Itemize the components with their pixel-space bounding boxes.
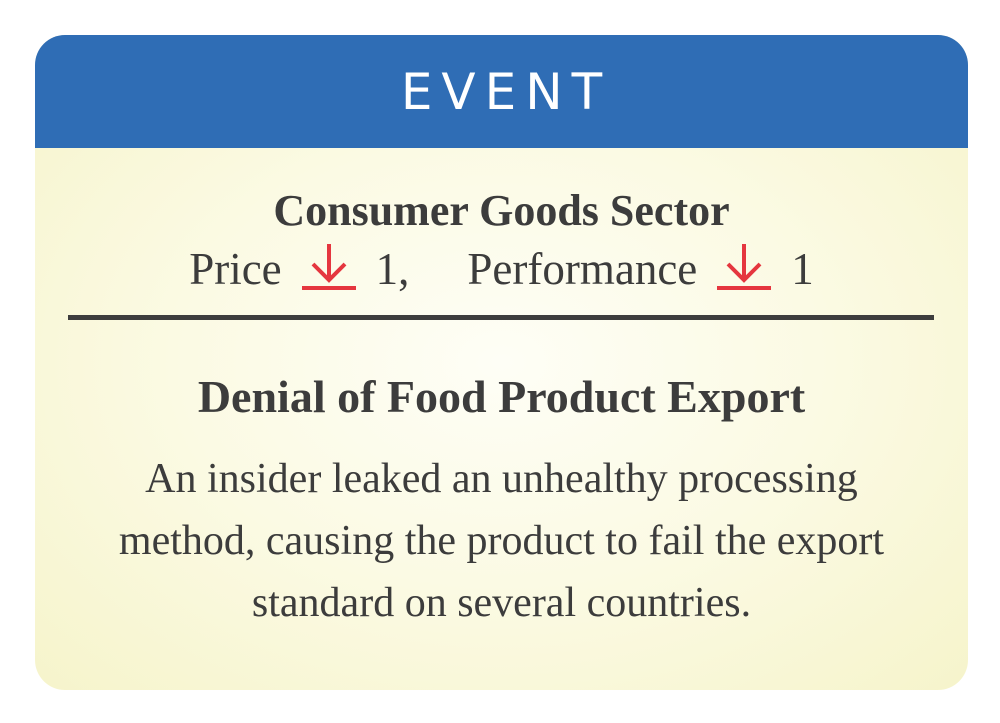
arrow-down-icon <box>717 244 772 290</box>
effect-performance-label: Performance <box>467 244 698 294</box>
effect-separator: , <box>398 244 410 294</box>
event-description: An insider leaked an unhealthy processin… <box>118 456 885 626</box>
card-type-label: EVENT <box>400 62 612 121</box>
card-header: EVENT <box>35 35 968 148</box>
arrow-down-icon <box>301 244 356 290</box>
effect-price-label: Price <box>189 244 282 294</box>
sector-name: Consumer Goods Sector <box>273 186 730 235</box>
effect-performance-amount: 1 <box>791 244 814 294</box>
event-card: EVENT Consumer Goods Sector Price 1, Per… <box>35 35 968 690</box>
divider <box>68 315 934 320</box>
event-title: Denial of Food Product Export <box>197 371 806 422</box>
effect-price-amount: 1 <box>375 244 399 294</box>
effects-row: Price 1, Performance 1 <box>35 243 968 295</box>
